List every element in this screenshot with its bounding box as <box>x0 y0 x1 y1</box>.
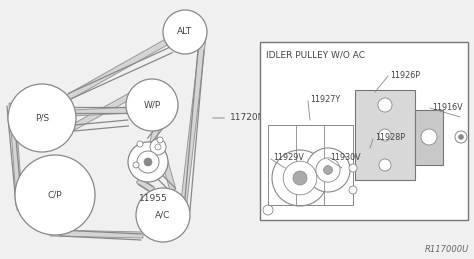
Text: A/C: A/C <box>155 211 171 219</box>
Circle shape <box>316 158 340 182</box>
Text: P/S: P/S <box>35 113 49 123</box>
Circle shape <box>150 139 166 155</box>
Circle shape <box>8 84 76 152</box>
Text: 11929V: 11929V <box>273 154 304 162</box>
Text: 11927Y: 11927Y <box>310 96 340 104</box>
Text: 11926P: 11926P <box>390 70 420 80</box>
Text: 11930V: 11930V <box>330 154 361 162</box>
Text: 11928P: 11928P <box>375 133 405 142</box>
Text: R117000U: R117000U <box>425 245 469 254</box>
Text: C/P: C/P <box>48 191 62 199</box>
FancyBboxPatch shape <box>260 42 468 220</box>
Polygon shape <box>180 37 206 210</box>
Circle shape <box>144 158 152 166</box>
Circle shape <box>128 142 168 182</box>
Text: 11720N: 11720N <box>213 113 265 123</box>
Circle shape <box>293 171 307 185</box>
Polygon shape <box>137 177 155 192</box>
Circle shape <box>283 161 317 195</box>
Text: W/P: W/P <box>143 100 161 110</box>
Circle shape <box>458 134 464 140</box>
Circle shape <box>349 164 357 172</box>
Polygon shape <box>65 37 172 100</box>
Circle shape <box>133 162 139 168</box>
Circle shape <box>136 188 190 242</box>
Circle shape <box>157 137 163 143</box>
Circle shape <box>379 159 391 171</box>
Circle shape <box>155 144 161 150</box>
Polygon shape <box>50 230 143 238</box>
Circle shape <box>379 129 391 141</box>
Polygon shape <box>71 92 134 131</box>
Polygon shape <box>72 107 132 116</box>
Circle shape <box>306 148 350 192</box>
Circle shape <box>126 79 178 131</box>
Circle shape <box>263 205 273 215</box>
Polygon shape <box>9 103 23 210</box>
FancyBboxPatch shape <box>415 110 443 165</box>
Circle shape <box>15 155 95 235</box>
FancyBboxPatch shape <box>355 90 415 180</box>
Polygon shape <box>150 124 160 143</box>
Circle shape <box>137 151 159 173</box>
Text: 11916V: 11916V <box>432 103 463 112</box>
Circle shape <box>324 166 332 174</box>
Circle shape <box>421 129 437 145</box>
Circle shape <box>349 186 357 194</box>
Text: 11955: 11955 <box>138 194 167 203</box>
Polygon shape <box>157 143 176 191</box>
Circle shape <box>455 131 467 143</box>
Circle shape <box>272 150 328 206</box>
Text: IDLER PULLEY W/O AC: IDLER PULLEY W/O AC <box>266 50 365 59</box>
Text: ALT: ALT <box>177 27 192 37</box>
Circle shape <box>137 141 143 147</box>
Circle shape <box>378 98 392 112</box>
Circle shape <box>163 10 207 54</box>
